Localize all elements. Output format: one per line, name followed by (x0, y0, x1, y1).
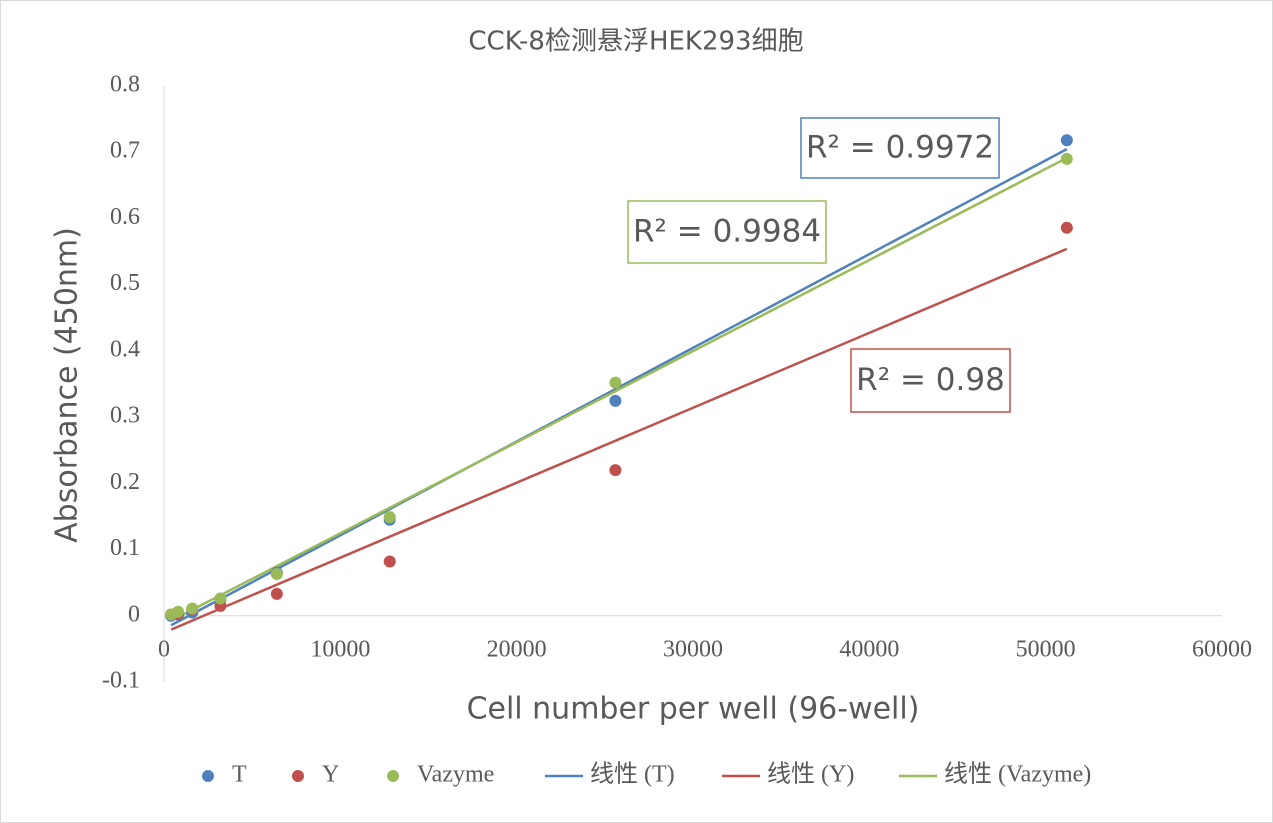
y-tick-label: 0.3 (110, 403, 140, 429)
r2-box (627, 200, 827, 264)
point (172, 605, 185, 618)
x-tick-label: 50000 (1016, 637, 1076, 663)
y-tick-label: 0.4 (110, 336, 140, 362)
r2-label: R² = 0.9972 (806, 130, 994, 166)
point (186, 602, 199, 615)
x-tick-label: 30000 (663, 637, 723, 663)
point (1060, 152, 1073, 165)
legend-label: Vazyme (417, 762, 494, 788)
x-tick-label: 20000 (487, 637, 547, 663)
y-tick-label: 0.2 (110, 469, 140, 495)
x-tick-label: 40000 (839, 637, 899, 663)
x-tick-label: 0 (158, 637, 170, 663)
point (1060, 221, 1073, 234)
legend-label: 线性 (Y) (767, 761, 854, 788)
y-tick-label: 0 (128, 601, 140, 627)
x-tick-label: 60000 (1192, 637, 1252, 663)
r2-label: R² = 0.9984 (633, 214, 821, 250)
y-tick-label: 0.6 (110, 204, 140, 230)
y-tick-label: 0.8 (110, 72, 140, 98)
point (270, 587, 283, 600)
y-tick-label: 0.7 (110, 138, 140, 164)
x-tick-label: 10000 (310, 637, 370, 663)
legend-marker (202, 770, 214, 782)
r2-box (800, 117, 1000, 179)
legend-marker (387, 770, 399, 782)
legend-label: T (232, 762, 247, 788)
legend-label: 线性 (Vazyme) (944, 761, 1091, 788)
y-tick-label: -0.1 (102, 668, 140, 694)
y-tick-label: 0.1 (110, 535, 140, 561)
y-axis-title: Absorbance (450nm) (50, 227, 85, 543)
chart-title: CCK-8检测悬浮HEK293细胞 (468, 27, 803, 57)
point (609, 394, 622, 407)
legend-marker (292, 770, 304, 782)
trendline (170, 156, 1068, 622)
point (609, 464, 622, 477)
r2-label: R² = 0.98 (856, 362, 1005, 398)
legend-label: 线性 (T) (590, 761, 675, 788)
point (1060, 134, 1073, 147)
trendline (170, 247, 1068, 631)
x-axis-title: Cell number per well (96-well) (467, 692, 920, 727)
point (214, 592, 227, 605)
point (270, 568, 283, 581)
point (383, 511, 396, 524)
legend-label: Y (322, 762, 339, 788)
point (609, 376, 622, 389)
y-tick-label: 0.5 (110, 270, 140, 296)
point (383, 555, 396, 568)
r2-box (850, 348, 1011, 413)
